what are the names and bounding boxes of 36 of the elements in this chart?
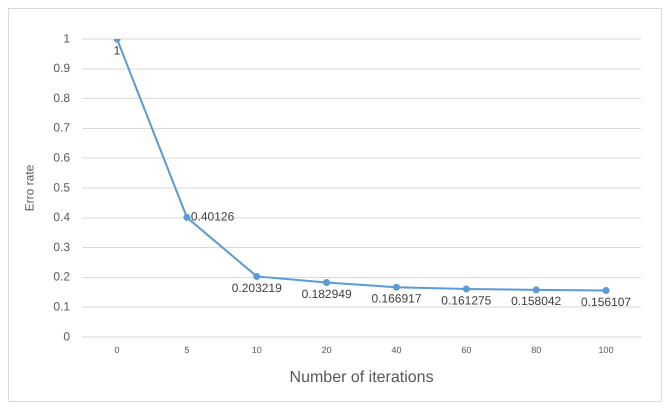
point <box>462 285 470 292</box>
y-tick-label: 0.7 <box>53 120 70 135</box>
data-label: 0.40126 <box>190 210 235 224</box>
y-tick-label: 0.8 <box>53 90 70 105</box>
data-label: 0.182949 <box>302 286 352 301</box>
x-tick-label: 80 <box>531 344 542 355</box>
y-tick-label: 0 <box>63 329 70 344</box>
point <box>323 278 330 286</box>
x-tick-label: 10 <box>252 344 262 355</box>
x-tick-label: 5 <box>184 344 190 355</box>
y-tick-label: 0.4 <box>53 210 70 224</box>
y-tick-label: 0.9 <box>53 61 70 76</box>
x-tick-label: 100 <box>598 344 614 355</box>
y-tick-label: 1 <box>63 31 70 46</box>
x-tick-label: 60 <box>461 344 472 355</box>
data-label: 0.203219 <box>232 280 282 295</box>
data-label: 0.158042 <box>511 294 562 308</box>
x-tick-label: 20 <box>322 344 332 355</box>
point <box>392 284 400 291</box>
point <box>183 214 190 221</box>
data-label: 1 <box>114 43 121 58</box>
x-tick-label: 40 <box>391 344 402 355</box>
data-label: 0.161275 <box>441 293 492 308</box>
point <box>602 286 610 294</box>
point <box>253 272 260 280</box>
y-tick-label: 0.6 <box>53 150 70 165</box>
point <box>532 286 540 294</box>
y-tick-label: 0.2 <box>53 270 70 284</box>
x-tick-label: 0 <box>114 344 120 355</box>
y-tick-label: 0.5 <box>53 180 70 194</box>
y-tick-label: 0.3 <box>53 240 70 254</box>
data-label: 0.156107 <box>581 294 632 309</box>
x-axis-title: Number of iterations <box>290 368 434 386</box>
y-tick-label: 0.1 <box>53 300 70 314</box>
y-axis-title: Erro rate <box>22 164 37 212</box>
data-label: 0.166917 <box>371 292 422 306</box>
